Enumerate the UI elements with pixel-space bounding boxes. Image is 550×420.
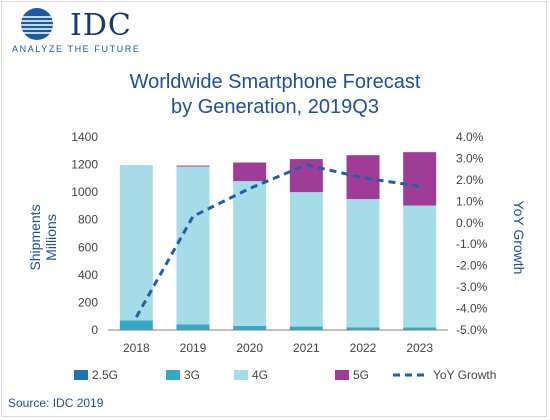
y-tick-label: 600 [78, 240, 98, 254]
bar-segment-4g [233, 181, 267, 326]
legend-label: 2.5G [92, 368, 118, 382]
x-tick-label: 2022 [350, 341, 377, 355]
legend-label: YoY Growth [433, 368, 496, 382]
legend-swatch-5g [335, 370, 349, 380]
bar-segment-3g [233, 325, 267, 330]
bar-segment-3g [119, 320, 153, 330]
bar-segment-4g [176, 166, 210, 325]
logo-tagline: ANALYZE THE FUTURE [12, 44, 141, 54]
bar-segment-4g [403, 205, 437, 328]
x-tick-label: 2019 [180, 341, 207, 355]
y2-tick-label: -2.0% [456, 259, 488, 273]
bar-segment-4g [289, 192, 323, 327]
bar-segment-5g [176, 165, 210, 167]
y-axis-title-line2: Millions [43, 214, 59, 261]
y-tick-label: 200 [78, 295, 98, 309]
x-tick-label: 2020 [236, 341, 263, 355]
y2-tick-label: -5.0% [456, 323, 488, 337]
legend-label: 3G [184, 368, 200, 382]
legend-label: 5G [353, 368, 369, 382]
idc-logo: IDC ANALYZE THE FUTURE [10, 6, 150, 58]
legend-swatch-3g [166, 370, 180, 380]
x-tick-label: 2021 [293, 341, 320, 355]
legend-swatch-2-5g [74, 370, 88, 380]
bar-segment-4g [119, 164, 153, 321]
y-tick-label: 1200 [71, 158, 98, 172]
y-tick-label: 1400 [71, 130, 98, 144]
y2-tick-label: -4.0% [456, 302, 488, 316]
bar-segment-5g [403, 152, 437, 206]
bar-segment-5g [233, 162, 267, 182]
y2-tick-label: 0.0% [456, 216, 484, 230]
y2-tick-label: 3.0% [456, 151, 484, 165]
y2-tick-label: 4.0% [456, 130, 484, 144]
bar-segment-3g [346, 327, 380, 330]
y-axis-title-line1: Shipments [27, 204, 43, 270]
x-tick-label: 2023 [406, 341, 433, 355]
y-tick-label: 1000 [71, 185, 98, 199]
logo-wordmark: IDC [70, 8, 132, 43]
y2-axis-title: YoY Growth [511, 201, 527, 275]
bar-segment-4g [346, 199, 380, 328]
yoy-growth-line [135, 163, 420, 318]
bar-segment-3g [403, 327, 437, 330]
y-tick-label: 800 [78, 213, 98, 227]
y-tick-label: 400 [78, 268, 98, 282]
globe-icon [20, 8, 54, 40]
legend-swatch-4g [234, 370, 248, 380]
bar-segment-3g [176, 324, 210, 330]
chart-title-line2: by Generation, 2019Q3 [171, 96, 379, 118]
chart-title-line1: Worldwide Smartphone Forecast [129, 71, 421, 93]
y2-tick-label: 1.0% [456, 194, 484, 208]
y-tick-label: 0 [91, 323, 98, 337]
y2-tick-label: 2.0% [456, 173, 484, 187]
y2-tick-label: -1.0% [456, 237, 488, 251]
source-note: Source: IDC 2019 [8, 396, 104, 410]
x-tick-label: 2018 [123, 341, 150, 355]
bar-segment-5g [346, 155, 380, 200]
bar-segment-3g [289, 326, 323, 330]
y2-tick-label: -3.0% [456, 280, 488, 294]
legend-label: 4G [252, 368, 268, 382]
